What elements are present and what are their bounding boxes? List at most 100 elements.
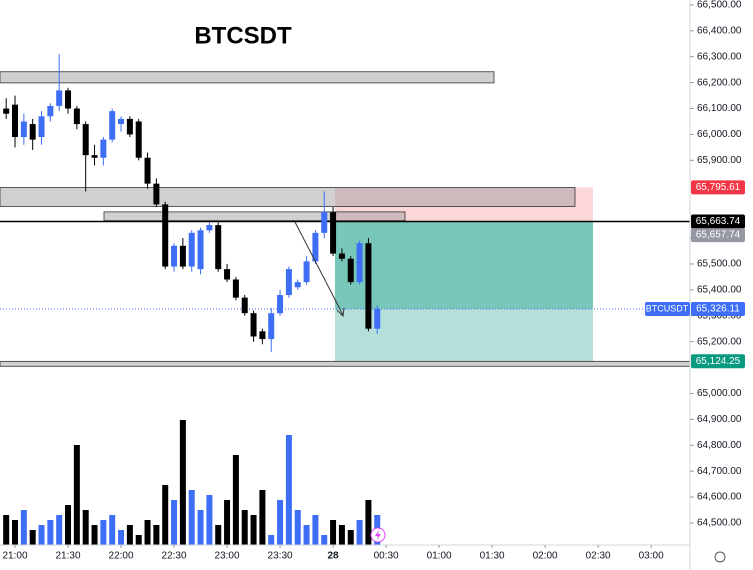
volume-bar (56, 515, 63, 545)
zone (0, 187, 576, 207)
candle-body (277, 295, 284, 314)
candle-body (330, 212, 337, 254)
candle-body (29, 124, 36, 140)
y-tick-label: 65,400.00 (697, 284, 742, 295)
zone (103, 211, 406, 222)
candle-body (65, 90, 72, 109)
price-label: 65,663.74 (696, 216, 741, 227)
x-tick-label: 00:30 (374, 551, 399, 562)
arrow (294, 221, 344, 316)
candle-body (312, 232, 319, 262)
y-tick-label: 65,000.00 (697, 388, 742, 399)
volume-bar (277, 500, 284, 545)
candle-body (303, 261, 310, 283)
volume-bar (347, 530, 354, 545)
volume-bar (268, 535, 275, 545)
candle-body (197, 230, 204, 270)
volume-bar (144, 520, 151, 545)
x-tick-label: 22:30 (162, 551, 187, 562)
x-tick-label: 21:00 (3, 551, 28, 562)
candle-body (224, 269, 231, 280)
y-tick-label: 66,100.00 (697, 103, 742, 114)
chart-title: BTCSDT (194, 22, 292, 49)
y-tick-label: 66,200.00 (697, 77, 742, 88)
target-zone (335, 221, 593, 362)
price-label: 65,795.61 (696, 182, 741, 193)
candle-body (374, 308, 381, 329)
candle-body (109, 111, 116, 140)
y-tick-label: 66,300.00 (697, 51, 742, 62)
volume-bar (303, 525, 310, 545)
x-tick-label: 23:30 (268, 551, 293, 562)
candle-body (162, 204, 169, 267)
candle-body (188, 232, 195, 267)
volume-bar (241, 510, 248, 545)
y-tick-label: 64,700.00 (697, 466, 742, 477)
volume-bar (82, 510, 89, 545)
volume-bar (250, 515, 257, 545)
candle-body (321, 212, 328, 233)
volume-bar (224, 500, 231, 545)
volume-bar (162, 485, 169, 545)
zone (0, 360, 691, 367)
price-label: 65,326.11 (696, 304, 740, 315)
x-tick-label: 21:30 (56, 551, 81, 562)
candle-body (268, 313, 275, 340)
volume-bar (73, 445, 80, 545)
y-tick-label: 66,000.00 (697, 129, 742, 140)
candle-body (126, 118, 133, 135)
y-tick-label: 65,500.00 (697, 259, 742, 270)
price-label-box (691, 180, 745, 195)
volume-bar (47, 520, 54, 545)
y-tick-label: 64,800.00 (697, 440, 742, 451)
candle-body (144, 157, 151, 184)
candle-body (73, 108, 80, 125)
settings-icon[interactable] (714, 551, 726, 563)
price-label-box (691, 301, 745, 316)
price-label: 65,124.25 (696, 356, 741, 367)
volume-bar (259, 490, 266, 545)
price-label-box (691, 354, 745, 369)
candle-body (118, 118, 125, 125)
volume-bar (12, 520, 19, 545)
volume-bar (135, 535, 142, 545)
volume-bar (215, 525, 222, 545)
volume-bar (100, 520, 107, 545)
candle-body (338, 253, 345, 259)
symbol-label-box (645, 301, 690, 316)
volume-bar (321, 535, 328, 545)
candle-body (56, 90, 63, 106)
volume-bar (294, 510, 301, 545)
volume-bar (118, 530, 125, 545)
candle-body (259, 331, 266, 340)
x-tick-label: 02:30 (586, 551, 611, 562)
volume-bar (206, 495, 213, 545)
y-tick-label: 65,200.00 (697, 336, 742, 347)
volume-bar (285, 435, 292, 545)
candle-body (100, 139, 107, 158)
x-tick-label: 22:00 (109, 551, 134, 562)
x-tick-label: 02:00 (533, 551, 558, 562)
volume-bar (171, 500, 178, 545)
y-tick-label: 66,500.00 (697, 0, 742, 11)
candle-body (285, 269, 292, 296)
y-tick-label: 65,900.00 (697, 155, 742, 166)
x-tick-label: 23:00 (215, 551, 240, 562)
volume-bar (20, 510, 27, 545)
price-label-box (691, 228, 745, 243)
candle-body (20, 121, 27, 138)
candle-body (179, 245, 186, 267)
profit-filled (335, 221, 593, 309)
volume-bar (330, 520, 337, 545)
candle-body (91, 155, 98, 158)
volume-bar (3, 515, 10, 545)
candle-body (153, 183, 160, 205)
price-label: 65,657.74 (696, 230, 741, 241)
volume-bar (179, 420, 186, 545)
candle-body (206, 225, 213, 231)
y-tick-label: 64,500.00 (697, 518, 742, 529)
volume-bar (356, 520, 363, 545)
stop-zone (335, 187, 593, 222)
candle-body (250, 313, 257, 337)
